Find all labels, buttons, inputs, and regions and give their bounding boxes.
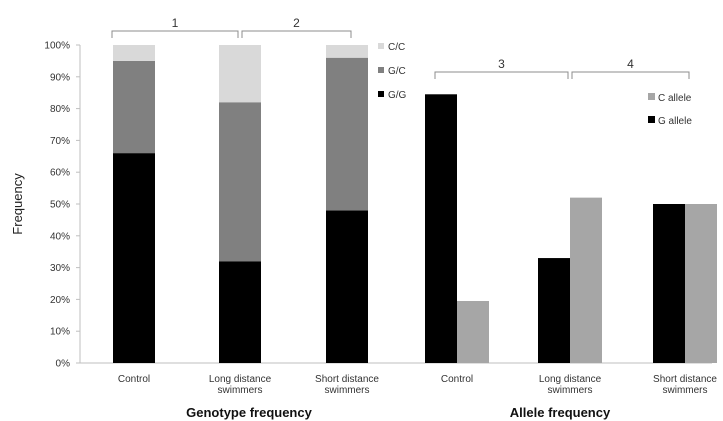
y-tick-label: 70% — [50, 136, 70, 147]
x-category-label: swimmers — [325, 385, 370, 396]
legend-label-c-allele: C allele — [658, 93, 692, 104]
bar-allele-g-allele-long-distance-swimmers — [538, 258, 570, 363]
y-tick-label: 0% — [56, 359, 71, 370]
bar-genotype-g-g-long-distance-swimmers — [219, 261, 261, 363]
bar-allele-c-allele-long-distance-swimmers — [570, 197, 602, 363]
bar-allele-c-allele-control — [457, 300, 489, 363]
x-category-label: Control — [118, 374, 150, 385]
comparison-bracket-label: 2 — [293, 16, 300, 30]
x-category-label: Control — [441, 374, 473, 385]
x-category-label: swimmers — [218, 385, 263, 396]
comparison-bracket-label: 3 — [498, 57, 505, 71]
comparison-bracket-1 — [111, 30, 239, 38]
bar-allele-g-allele-short-distance-swimmers — [653, 204, 685, 363]
legend-label-g-g: G/G — [388, 90, 407, 101]
legend-label-c-c: C/C — [388, 42, 405, 53]
y-tick-label: 100% — [44, 41, 70, 52]
x-category-label: Short distance — [653, 374, 717, 385]
x-category-label: swimmers — [548, 385, 593, 396]
y-tick-label: 30% — [50, 263, 70, 274]
bar-genotype-c-c-short-distance-swimmers — [326, 45, 368, 58]
axes-layer: 0% 10% 20% 30% 40% 50% 60% 70% 80% 90% 100% — [44, 41, 712, 370]
bar-genotype-g-c-short-distance-swimmers — [326, 57, 368, 211]
y-tick-label: 80% — [50, 104, 70, 115]
x-category-label: swimmers — [663, 385, 708, 396]
x-category-label: Long distance — [539, 374, 602, 385]
y-tick-label: 50% — [50, 200, 70, 211]
y-tick-label: 10% — [50, 327, 70, 338]
legend-swatch-g-c — [378, 67, 384, 73]
legend-swatch-c-allele — [648, 93, 655, 100]
legend-swatch-g-allele — [648, 116, 655, 123]
comparison-bracket-4 — [571, 71, 690, 79]
comparison-bracket-label: 1 — [172, 16, 179, 30]
bar-genotype-g-c-long-distance-swimmers — [219, 102, 261, 262]
comparison-bracket-label: 4 — [627, 57, 634, 71]
genotype-panel-title: Genotype frequency — [186, 405, 312, 420]
comparison-bracket-3 — [434, 71, 569, 79]
bar-genotype-g-g-short-distance-swimmers — [326, 210, 368, 363]
y-tick-label: 60% — [50, 168, 70, 179]
bar-genotype-c-c-control — [113, 45, 155, 61]
bar-allele-c-allele-short-distance-swimmers — [685, 204, 717, 363]
bar-allele-g-allele-control — [425, 94, 457, 363]
legend-swatch-g-g — [378, 91, 384, 97]
bar-genotype-g-g-control — [113, 153, 155, 363]
x-category-label: Long distance — [209, 374, 272, 385]
y-axis-label: Frequency — [10, 173, 25, 235]
y-tick-label: 40% — [50, 231, 70, 242]
comparison-bracket-2 — [241, 30, 352, 38]
x-category-label: Short distance — [315, 374, 379, 385]
legend-label-g-allele: G allele — [658, 116, 692, 127]
legend-label-g-c: G/C — [388, 66, 406, 77]
bar-genotype-c-c-long-distance-swimmers — [219, 45, 261, 103]
legend-swatch-c-c — [378, 43, 384, 49]
bar-genotype-g-c-control — [113, 60, 155, 154]
y-tick-label: 20% — [50, 295, 70, 306]
allele-panel-title: Allele frequency — [510, 405, 611, 420]
y-tick-label: 90% — [50, 72, 70, 83]
